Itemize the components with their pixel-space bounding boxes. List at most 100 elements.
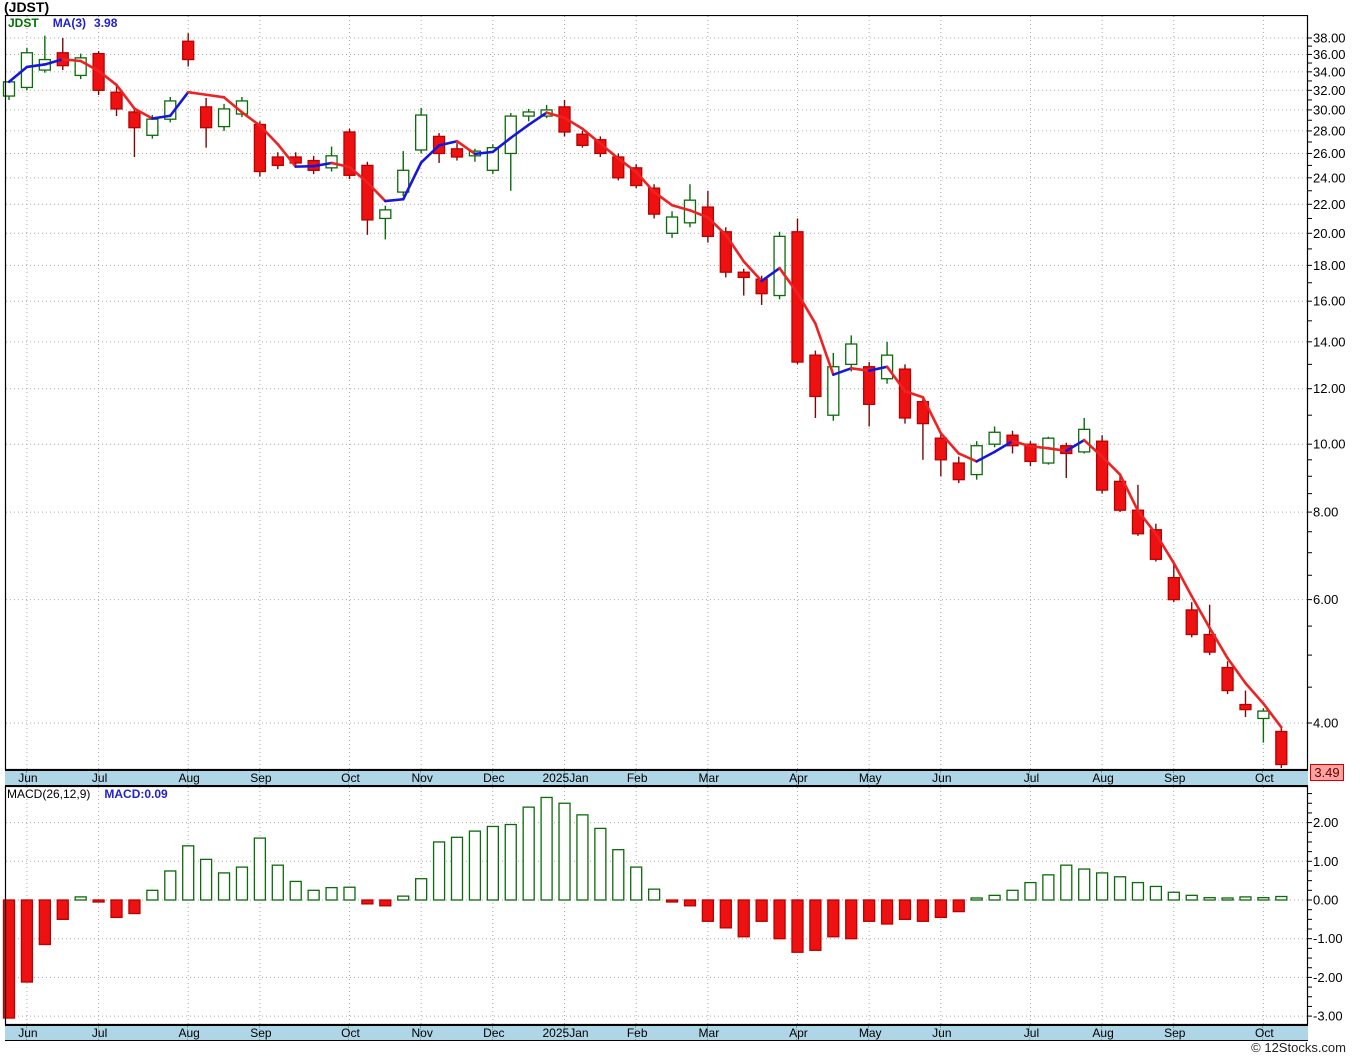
price-axis-label: 6.00 bbox=[1313, 592, 1338, 607]
macd-bar bbox=[1239, 896, 1252, 901]
macd-bar bbox=[415, 878, 428, 901]
macd-bar bbox=[809, 899, 822, 951]
ma3-line-segment bbox=[25, 63, 47, 69]
candle-body bbox=[1203, 633, 1216, 653]
macd-bar bbox=[1113, 876, 1127, 901]
month-band-tick bbox=[97, 771, 99, 785]
candle-body bbox=[719, 231, 732, 273]
ma3-line-segment bbox=[401, 161, 423, 201]
candle-body bbox=[343, 131, 356, 176]
month-label: Aug bbox=[178, 1026, 200, 1040]
macd-bar bbox=[701, 899, 715, 922]
ma3-line-segment bbox=[330, 161, 351, 169]
month-band-tick bbox=[491, 771, 493, 785]
month-label: Sep bbox=[1164, 771, 1186, 785]
month-label: Aug bbox=[178, 771, 200, 785]
macd-bar bbox=[110, 899, 123, 919]
candle-body bbox=[1221, 666, 1234, 692]
month-label: Oct bbox=[341, 1026, 360, 1040]
month-label: Nov bbox=[411, 771, 433, 785]
month-label: Oct bbox=[1255, 771, 1274, 785]
month-band-tick bbox=[97, 1026, 99, 1040]
macd-bar bbox=[38, 899, 51, 946]
macd-bar bbox=[612, 849, 625, 901]
macd-axis-label: -1.00 bbox=[1313, 931, 1343, 946]
month-label: Apr bbox=[789, 771, 808, 785]
month-band-tick bbox=[187, 771, 189, 785]
month-band-tick bbox=[258, 1026, 260, 1040]
ma-label: MA(3) bbox=[52, 16, 87, 30]
page-title: (JDST) bbox=[4, 0, 50, 15]
month-label: Dec bbox=[483, 771, 505, 785]
ma3-line-segment bbox=[975, 450, 996, 463]
ma3-line-segment bbox=[43, 57, 65, 66]
month-label: Sep bbox=[250, 771, 272, 785]
candle-body bbox=[1113, 480, 1127, 511]
macd-bar bbox=[665, 899, 679, 903]
candle-body bbox=[361, 164, 374, 221]
macd-bar bbox=[128, 899, 141, 915]
candle-body bbox=[737, 271, 750, 279]
ma3-line-segment bbox=[222, 96, 244, 114]
month-label: Sep bbox=[1164, 1026, 1186, 1040]
candle-body bbox=[522, 111, 535, 117]
ma3-line-segment bbox=[115, 83, 136, 110]
month-label: Oct bbox=[1255, 1026, 1274, 1040]
price-axis-label: 8.00 bbox=[1313, 505, 1338, 520]
candle-body bbox=[397, 169, 410, 193]
candle-body bbox=[271, 156, 284, 167]
candle-body bbox=[845, 343, 858, 366]
ma3-line-segment bbox=[312, 161, 333, 168]
ma3-line-segment bbox=[1082, 438, 1104, 458]
month-label: 2025Jan bbox=[542, 1026, 589, 1040]
price-axis-label: 24.00 bbox=[1313, 170, 1346, 185]
macd-bar bbox=[397, 895, 410, 901]
macd-bar bbox=[683, 899, 697, 907]
ma3-line-segment bbox=[545, 111, 566, 120]
main-chart-legend: JDST MA(3) 3.98 bbox=[8, 16, 117, 30]
symbol-label: JDST bbox=[8, 16, 39, 30]
month-label: Jun bbox=[932, 1026, 952, 1040]
macd-bar bbox=[1203, 897, 1216, 901]
macd-bar bbox=[379, 899, 392, 907]
price-axis-label: 28.00 bbox=[1313, 123, 1346, 138]
macd-bar bbox=[737, 899, 750, 938]
month-band-tick bbox=[348, 1026, 350, 1040]
candle-body bbox=[1095, 440, 1109, 491]
candle-body bbox=[791, 231, 804, 363]
candle-body bbox=[1185, 609, 1198, 636]
candle-body bbox=[182, 40, 195, 61]
macd-bar bbox=[182, 845, 195, 901]
price-axis-label: 22.00 bbox=[1313, 197, 1346, 212]
macd-bar bbox=[307, 889, 320, 901]
month-band-tick bbox=[868, 771, 870, 785]
month-band-tick bbox=[420, 771, 422, 785]
month-band-tick bbox=[1172, 771, 1174, 785]
macd-legend: MACD(26,12,9) MACD:0.09 bbox=[7, 787, 168, 801]
ma3-line-segment bbox=[258, 124, 280, 146]
ma3-line-segment bbox=[509, 123, 530, 140]
candle-body bbox=[1275, 730, 1288, 766]
main-plot-border bbox=[4, 15, 1309, 770]
macd-bar bbox=[1095, 872, 1109, 901]
month-band-tick bbox=[939, 771, 941, 785]
macd-bar bbox=[1167, 891, 1180, 901]
month-label: Jun bbox=[18, 771, 38, 785]
price-axis-label: 14.00 bbox=[1313, 334, 1346, 349]
month-label: 2025Jan bbox=[542, 771, 589, 785]
macd-bar bbox=[827, 899, 840, 938]
ma3-line-segment bbox=[616, 157, 638, 174]
ma-value: 3.98 bbox=[94, 16, 118, 30]
macd-bar bbox=[1042, 874, 1055, 901]
macd-bar bbox=[164, 870, 177, 901]
macd-plot-border bbox=[4, 786, 1309, 1025]
ma3-line-segment bbox=[581, 127, 602, 145]
macd-bar bbox=[719, 899, 732, 929]
macd-axis-label: -3.00 bbox=[1313, 1009, 1343, 1024]
ma3-line-segment bbox=[366, 181, 387, 203]
macd-bar bbox=[271, 864, 284, 901]
month-label: Sep bbox=[250, 1026, 272, 1040]
ma3-line-segment bbox=[885, 365, 907, 393]
macd-bar bbox=[343, 886, 356, 901]
